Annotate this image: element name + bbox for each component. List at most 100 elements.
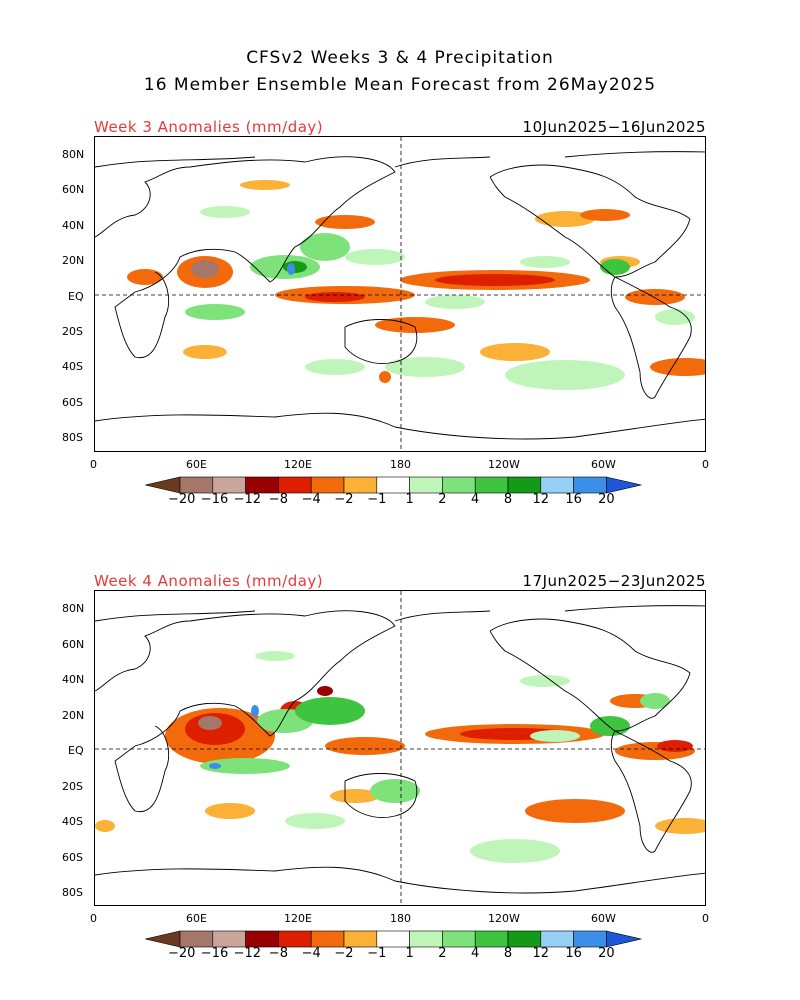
title-line-1: CFSv2 Weeks 3 & 4 Precipitation — [246, 48, 554, 68]
colorbar-cell — [507, 476, 542, 494]
colorbar-label: 1 — [405, 492, 414, 507]
lon-tick: 60W — [591, 458, 616, 471]
colorbar-cell — [442, 476, 476, 494]
anomaly-field — [95, 651, 705, 863]
colorbar-label: −1 — [367, 492, 387, 507]
lat-tick: EQ — [68, 290, 84, 303]
colorbar-cell — [474, 930, 509, 948]
week3-map — [94, 136, 706, 452]
colorbar-label: 8 — [503, 492, 513, 507]
colorbar-cell — [409, 930, 443, 948]
colorbar-cell — [145, 476, 181, 494]
lat-tick: 60S — [62, 396, 83, 409]
colorbar-cell — [540, 476, 574, 494]
week4-label: Week 4 Anomalies (mm/day) — [94, 572, 324, 590]
colorbar-label: 12 — [532, 492, 550, 507]
colorbar-label: −20 — [168, 492, 196, 507]
colorbar-cell — [540, 930, 574, 948]
week4-dates: 17Jun2025−23Jun2025 — [522, 572, 706, 590]
colorbar-cell — [245, 476, 279, 494]
colorbar-label: −2 — [334, 492, 354, 507]
colorbar-label: −4 — [301, 492, 321, 507]
lon-tick: 180 — [390, 912, 411, 925]
colorbar-label: −8 — [268, 946, 288, 961]
lon-tick: 180 — [390, 458, 411, 471]
title-line-2: 16 Member Ensemble Mean Forecast from 26… — [143, 75, 657, 95]
lon-tick: 0 — [90, 912, 97, 925]
colorbar-cell — [409, 476, 443, 494]
colorbar-label: −1 — [367, 946, 387, 961]
lat-tick: 40S — [62, 360, 83, 373]
lat-tick: 80N — [62, 148, 85, 161]
lon-tick: 60W — [591, 912, 616, 925]
colorbar-label: −2 — [334, 946, 354, 961]
colorbar-label: −16 — [200, 946, 229, 961]
week3-label: Week 3 Anomalies (mm/day) — [94, 118, 324, 136]
lat-tick: 60S — [62, 851, 83, 864]
lon-tick: 120W — [488, 912, 520, 925]
lon-tick: 120E — [284, 912, 312, 925]
lat-tick: 20S — [62, 780, 83, 793]
colorbar-label: −4 — [301, 946, 321, 961]
colorbar-cell — [343, 476, 378, 494]
lat-tick: 20N — [62, 254, 85, 267]
lat-tick: 80N — [62, 602, 85, 615]
lon-tick: 120W — [488, 458, 520, 471]
colorbar-cell — [278, 930, 312, 948]
colorbar-label: 1 — [405, 946, 414, 961]
colorbar-cell — [573, 930, 607, 948]
lon-tick: 0 — [702, 458, 709, 471]
colorbar-label: 8 — [503, 946, 513, 961]
lat-tick: 80S — [62, 886, 83, 899]
colorbar-label: 4 — [471, 492, 480, 507]
colorbar-cell — [343, 930, 378, 948]
lat-tick: 20N — [62, 709, 85, 722]
colorbar-cell — [245, 930, 279, 948]
colorbar-cell — [442, 930, 476, 948]
colorbar-label: 12 — [532, 946, 550, 961]
anomaly-field — [127, 180, 705, 390]
colorbar-label: −12 — [233, 946, 262, 961]
colorbar-cell — [310, 476, 345, 494]
lat-tick: 40N — [62, 219, 85, 232]
colorbar-cell — [179, 930, 214, 948]
coastlines — [95, 605, 705, 894]
lat-tick: 40N — [62, 673, 85, 686]
colorbar-cell — [376, 930, 410, 948]
colorbar-label: 2 — [438, 492, 447, 507]
week3-dates: 10Jun2025−16Jun2025 — [522, 118, 706, 136]
colorbar-cell — [606, 476, 642, 494]
colorbar-label: −12 — [233, 492, 262, 507]
lat-tick: 60N — [62, 638, 85, 651]
lon-tick: 0 — [90, 458, 97, 471]
colorbar-label: −8 — [268, 492, 288, 507]
lon-tick: 120E — [284, 458, 312, 471]
colorbar-label: 16 — [565, 492, 582, 507]
lat-tick: 20S — [62, 325, 83, 338]
lat-tick: 40S — [62, 815, 83, 828]
colorbar-cell — [507, 930, 542, 948]
colorbar-label: 4 — [471, 946, 480, 961]
lat-tick: 60N — [62, 183, 85, 196]
colorbar-label: 2 — [438, 946, 447, 961]
lat-tick: EQ — [68, 744, 84, 757]
week4-colorbar — [145, 930, 642, 948]
week3-colorbar — [145, 476, 642, 494]
colorbar-label: −20 — [168, 946, 196, 961]
colorbar-cell — [573, 476, 607, 494]
colorbar-label: −16 — [200, 492, 229, 507]
colorbar-cell — [145, 930, 181, 948]
colorbar-cell — [212, 476, 246, 494]
week4-map — [94, 590, 706, 906]
colorbar-label: 20 — [598, 946, 615, 961]
colorbar-label: 16 — [565, 946, 582, 961]
colorbar-cell — [278, 476, 312, 494]
coastlines — [95, 151, 705, 440]
colorbar-cell — [474, 476, 509, 494]
colorbar-cell — [376, 476, 410, 494]
colorbar-cell — [212, 930, 246, 948]
lon-tick: 60E — [186, 912, 207, 925]
lon-tick: 60E — [186, 458, 207, 471]
lon-tick: 0 — [702, 912, 709, 925]
colorbar-cell — [310, 930, 345, 948]
